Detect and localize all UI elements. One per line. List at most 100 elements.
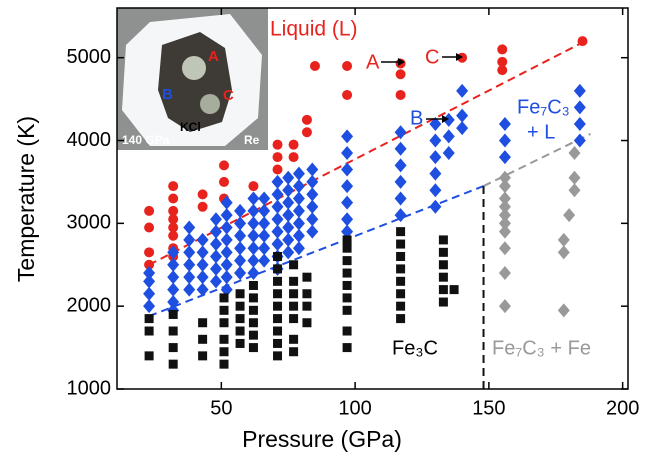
data-point <box>573 133 586 148</box>
data-point <box>342 268 352 278</box>
data-point <box>396 276 406 286</box>
data-point <box>219 334 229 344</box>
data-point <box>273 251 283 261</box>
data-point <box>342 235 352 245</box>
data-point <box>198 334 208 344</box>
data-point <box>282 220 295 235</box>
data-point <box>394 125 407 140</box>
data-point <box>248 343 258 353</box>
data-point <box>272 152 283 163</box>
data-point <box>429 116 442 131</box>
data-point <box>302 289 312 299</box>
inset-label: KCl <box>180 120 201 134</box>
annotation: B <box>410 107 423 129</box>
arrowhead <box>398 58 405 66</box>
inset-spot <box>182 56 206 80</box>
data-point <box>292 179 305 194</box>
data-point <box>220 257 233 272</box>
data-point <box>396 239 406 249</box>
data-point <box>273 351 283 361</box>
data-point <box>288 152 299 163</box>
data-point <box>341 224 354 239</box>
data-point <box>168 181 179 192</box>
data-point <box>341 129 354 144</box>
data-point <box>573 116 586 131</box>
data-point <box>309 60 320 71</box>
data-point <box>282 195 295 210</box>
data-point <box>429 133 442 148</box>
data-point <box>395 69 406 80</box>
data-point <box>289 314 299 324</box>
x-axis-label: Pressure (GPa) <box>242 426 402 452</box>
data-point <box>258 253 271 268</box>
data-point <box>219 305 229 315</box>
inset-label: B <box>162 86 173 103</box>
data-point <box>197 201 208 212</box>
data-point <box>498 266 511 281</box>
data-point <box>168 222 179 233</box>
plot-frame <box>116 7 629 390</box>
y-tick-label: 1000 <box>67 377 112 399</box>
data-point <box>183 220 196 235</box>
data-point <box>272 139 283 150</box>
data-point <box>396 264 406 274</box>
data-point <box>573 83 586 98</box>
data-point <box>498 241 511 256</box>
y-tick-label: 4000 <box>67 129 112 151</box>
data-point <box>396 227 406 237</box>
data-point <box>196 245 209 260</box>
data-point <box>271 237 284 252</box>
data-point <box>234 216 247 231</box>
data-point <box>144 205 155 216</box>
data-point <box>289 276 299 286</box>
data-point <box>306 162 319 177</box>
data-point <box>292 216 305 231</box>
data-point <box>219 359 229 369</box>
data-point <box>198 351 208 361</box>
data-point <box>341 212 354 227</box>
data-point <box>568 145 581 160</box>
y-tick-label: 5000 <box>67 46 112 68</box>
data-point <box>144 259 155 270</box>
data-point <box>306 199 319 214</box>
data-point <box>248 305 258 315</box>
data-point <box>342 60 353 71</box>
data-point <box>248 181 259 192</box>
data-point <box>183 257 196 272</box>
inset-sample <box>158 32 232 132</box>
data-point <box>247 191 260 206</box>
data-point <box>498 116 511 131</box>
data-point <box>438 247 448 257</box>
data-point <box>235 289 245 299</box>
data-point <box>248 280 258 290</box>
data-point <box>235 301 245 311</box>
data-point <box>292 166 305 181</box>
data-point <box>167 270 180 285</box>
data-point <box>557 245 570 260</box>
data-point <box>497 44 508 55</box>
data-point <box>197 189 208 200</box>
data-point <box>168 343 178 353</box>
data-point <box>292 191 305 206</box>
dashed-line <box>148 185 484 318</box>
data-point <box>167 282 180 297</box>
data-point <box>271 224 284 239</box>
data-point <box>220 282 233 297</box>
data-point <box>456 121 469 136</box>
data-point <box>292 241 305 256</box>
data-point <box>429 183 442 198</box>
data-point <box>272 164 283 175</box>
data-point <box>438 235 448 245</box>
data-point <box>273 289 283 299</box>
data-point <box>557 232 570 247</box>
data-point <box>442 112 455 127</box>
data-point <box>306 174 319 189</box>
data-point <box>234 203 247 218</box>
data-point <box>196 282 209 297</box>
data-point <box>183 282 196 297</box>
data-point <box>198 318 208 328</box>
data-point <box>258 203 271 218</box>
data-point <box>167 295 180 310</box>
data-point <box>258 228 271 243</box>
